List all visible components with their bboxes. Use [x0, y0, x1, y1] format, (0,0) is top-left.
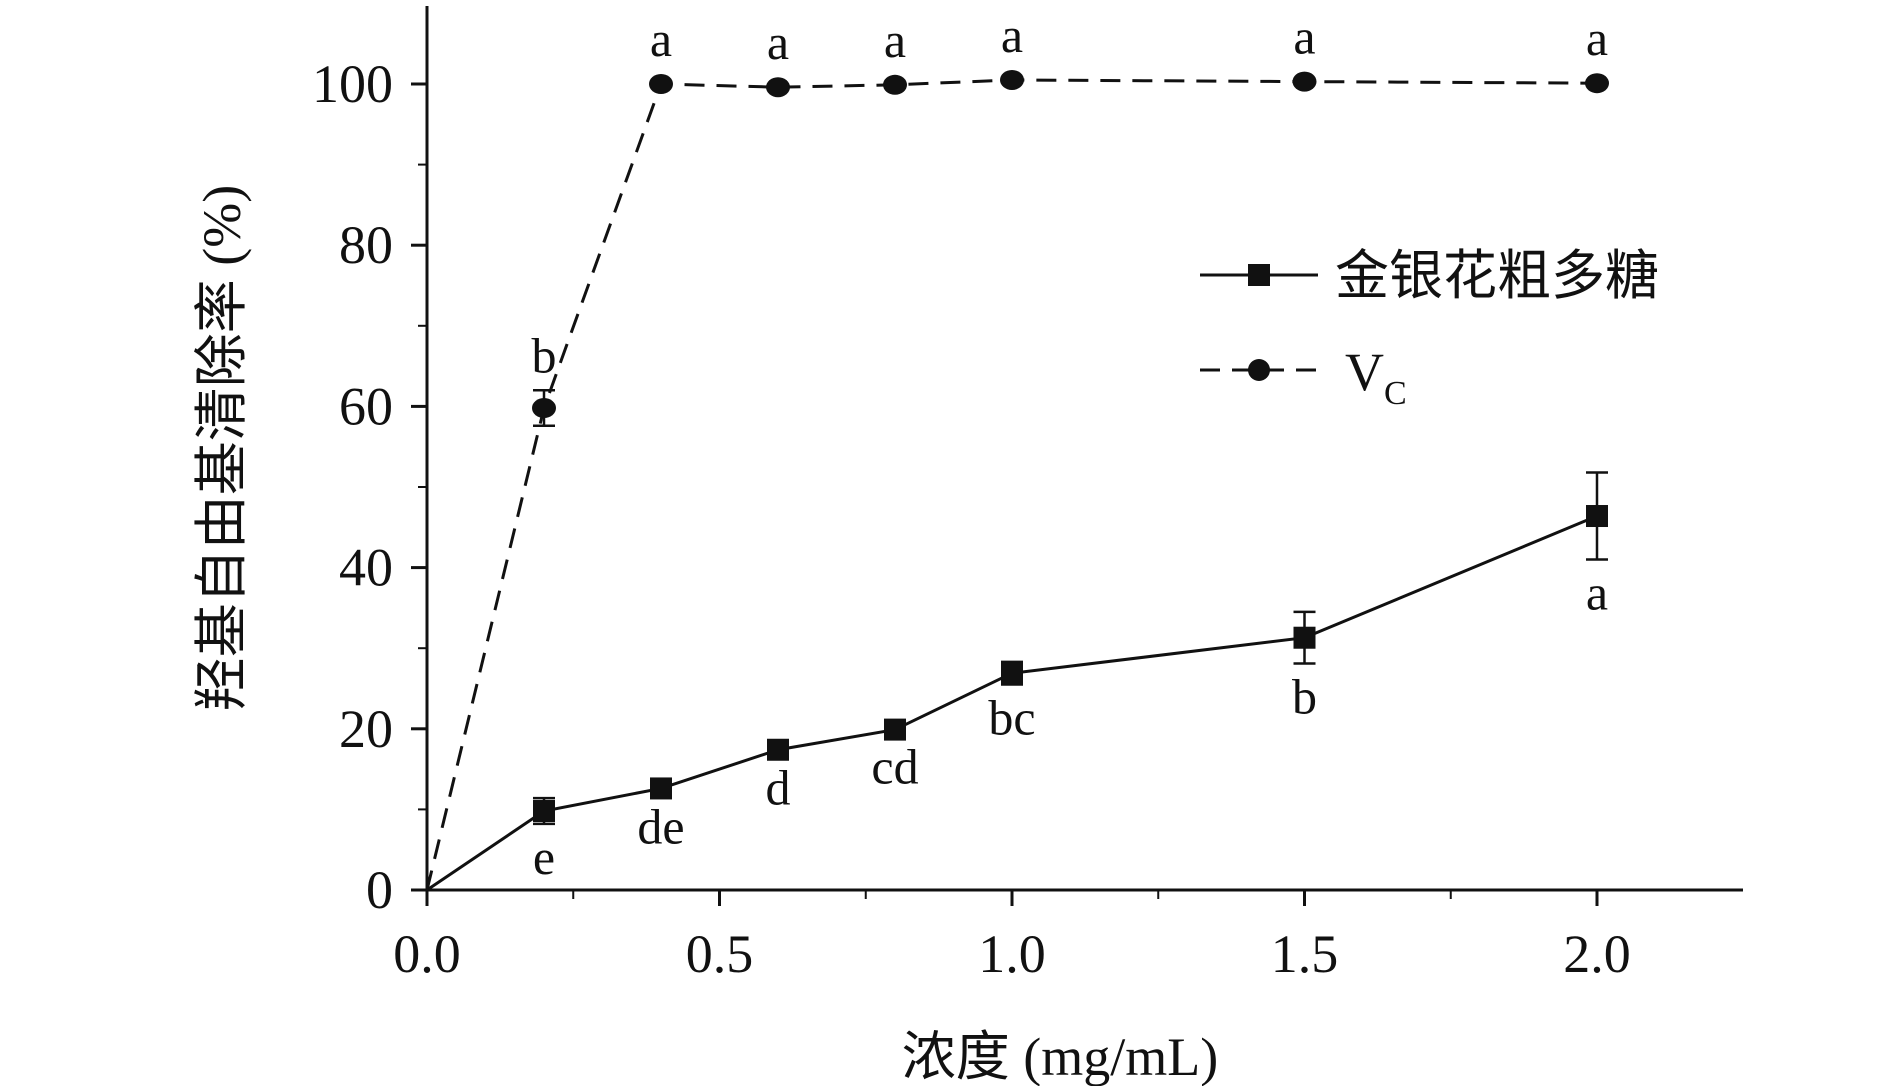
y-tick-label: 20	[339, 699, 393, 759]
series-1-point	[533, 800, 555, 823]
series-2-point	[532, 398, 556, 419]
series-1-point	[884, 718, 906, 741]
y-tick-label: 40	[339, 538, 393, 598]
series-layer	[425, 69, 1609, 892]
series-2-point	[883, 74, 907, 95]
series-2-significance-label: a	[1293, 9, 1315, 65]
y-tick-label: 80	[339, 215, 393, 275]
series-2-significance-label: a	[1586, 10, 1608, 66]
series-2-significance-label: a	[1001, 7, 1023, 63]
legend: 金银花粗多糖 VC	[1200, 246, 1659, 412]
series-2-point	[1292, 71, 1317, 92]
axes: 0 20 40 60 80 100 0.0 0.5 1.0 1.5 2.0	[312, 6, 1743, 984]
x-tick-label: 0.5	[686, 924, 754, 984]
series-1-significance-label: d	[766, 760, 791, 816]
series-2-significance-label: b	[532, 327, 557, 383]
series-2-significance-label: a	[650, 11, 672, 67]
series-1-line	[426, 514, 1598, 892]
legend-label-series-2-main: V	[1345, 342, 1384, 402]
series-1-significance-label: bc	[988, 689, 1035, 745]
series-2-point	[1000, 69, 1024, 90]
series-2-point	[766, 77, 790, 98]
series-2-point	[649, 74, 673, 94]
y-axis-title: 羟基自由基清除率 (%)	[192, 185, 252, 711]
legend-label-series-2: VC	[1345, 342, 1407, 412]
series-1-point	[650, 777, 672, 800]
x-tick-label: 0.0	[393, 924, 461, 984]
series-1-significance-label: de	[637, 798, 684, 854]
x-tick-label: 2.0	[1563, 924, 1631, 984]
series-2-significance-label: a	[767, 14, 789, 70]
series-1-point	[1586, 505, 1608, 528]
series-1-point	[767, 738, 789, 761]
legend-label-series-2-subscript: C	[1384, 375, 1407, 412]
series-2-line	[425, 78, 1598, 891]
series-2-significance-label: a	[884, 12, 906, 68]
x-tick-label: 1.0	[978, 924, 1046, 984]
y-tick-label: 0	[366, 860, 393, 920]
significance-labels: e de d cd bc b a b a a a a a a	[532, 7, 1609, 885]
series-1-significance-label: e	[533, 829, 555, 885]
series-1-point	[1293, 626, 1316, 649]
series-1-significance-label: b	[1292, 669, 1317, 725]
series-1-significance-label: cd	[871, 739, 918, 795]
x-axis-title: 浓度 (mg/mL)	[902, 1027, 1218, 1086]
legend-marker-series-2	[1248, 359, 1270, 381]
series-2-point	[1585, 73, 1609, 94]
y-tick-label: 60	[339, 376, 393, 436]
legend-label-series-1: 金银花粗多糖	[1335, 246, 1659, 306]
series-1-point	[1001, 662, 1023, 685]
y-tick-label: 100	[312, 54, 393, 114]
legend-marker-series-1	[1248, 264, 1270, 286]
series-1-significance-label: a	[1586, 565, 1608, 621]
x-tick-label: 1.5	[1271, 924, 1339, 984]
